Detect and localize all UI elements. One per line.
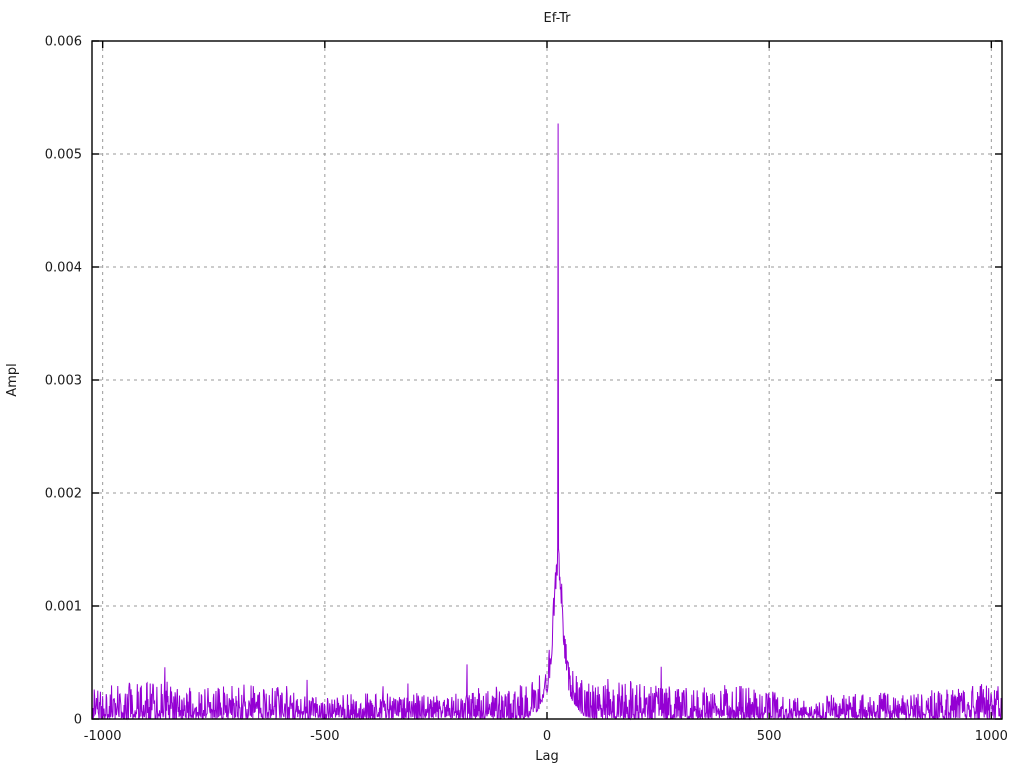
x-tick-label: 1000 [975,729,1008,744]
y-tick-label: 0 [74,713,82,728]
y-tick-label: 0.004 [45,261,82,276]
series-line-ef-tr [91,123,1003,721]
x-tick-label: 0 [543,729,551,744]
chart-title: Ef-Tr [544,11,572,26]
x-tick-label: 500 [757,729,782,744]
y-axis-label: Ampl [5,363,20,396]
x-tick-label: -1000 [84,729,122,744]
x-tick-label: -500 [310,729,340,744]
x-axis-ticks: -1000 -500 0 500 1000 [84,41,1008,744]
x-axis-label: Lag [535,749,558,764]
y-tick-label: 0.003 [45,374,82,389]
y-tick-label: 0.006 [45,35,82,50]
gridlines [92,41,1002,719]
plot-border [91,40,1003,720]
y-tick-label: 0.005 [45,148,82,163]
y-tick-label: 0.002 [45,487,82,502]
y-tick-label: 0.001 [45,600,82,615]
y-axis-ticks: 0 0.001 0.002 0.003 0.004 0.005 0.006 [45,35,1002,728]
